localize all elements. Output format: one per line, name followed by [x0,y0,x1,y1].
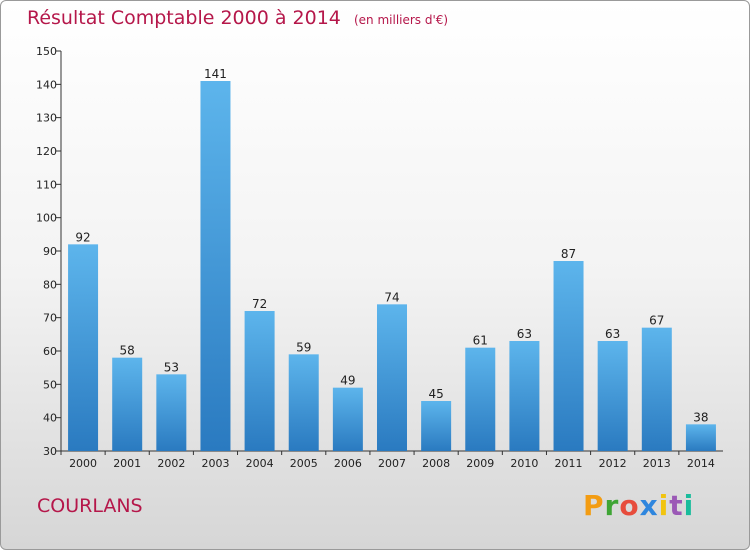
chart-title: Résultat Comptable 2000 à 2014 [27,7,341,29]
x-tick-label: 2011 [555,457,583,470]
logo-letter: o [619,489,640,522]
y-tick-label: 140 [36,78,57,91]
y-tick-label: 60 [43,345,57,358]
bar [685,424,716,451]
bar [641,327,672,451]
logo-letter: P [583,489,605,522]
x-tick-label: 2014 [687,457,715,470]
bar [244,311,275,451]
bar [288,354,319,451]
bar [68,244,99,451]
bar [509,341,540,451]
x-tick-label: 2001 [113,457,141,470]
logo-letter: r [604,489,620,522]
data-labels: 92 58 53 141 72 59 49 74 45 61 63 87 63 67 38 [75,67,708,424]
data-label: 63 [517,327,532,341]
data-label: 59 [296,340,311,354]
bar [553,261,584,451]
data-label: 67 [649,314,664,328]
x-tick-label: 2009 [466,457,494,470]
bar [200,81,231,451]
y-tick-label: 70 [43,312,57,325]
bar [332,387,363,451]
x-tick-label: 2006 [334,457,362,470]
x-tick-label: 2000 [69,457,97,470]
x-tick-label: 2004 [246,457,274,470]
y-tick-label: 40 [43,412,57,425]
bar [421,401,452,451]
chart-subtitle: (en milliers d'€) [353,13,449,27]
x-tick-label: 2008 [422,457,450,470]
y-tick-label: 30 [43,445,57,458]
data-label: 53 [164,360,179,374]
logo-letter: i [683,489,695,522]
logo-letter: i [658,489,670,522]
y-tick-label: 150 [36,45,57,58]
data-label: 45 [428,387,443,401]
chart-title-block: Résultat Comptable 2000 à 2014 (en milli… [27,7,448,29]
bar [156,374,187,451]
x-tick-label: 2002 [157,457,185,470]
y-tick-label: 90 [43,245,57,258]
data-label: 72 [252,297,267,311]
commune-name: COURLANS [37,495,143,517]
data-label: 58 [120,344,135,358]
y-tick-label: 130 [36,112,57,125]
data-label: 74 [384,290,399,304]
x-tick-label: 2013 [643,457,671,470]
logo-letter: t [669,489,684,522]
data-label: 87 [561,247,576,261]
data-label: 92 [75,230,90,244]
x-tick-label: 2010 [510,457,538,470]
data-label: 61 [473,334,488,348]
x-tick-label: 2012 [599,457,627,470]
y-tick-label: 50 [43,378,57,391]
bar [377,304,407,451]
x-tick-label: 2005 [290,457,318,470]
proxiti-logo[interactable]: Proxiti [583,489,694,522]
x-tick-label: 2003 [201,457,229,470]
data-label: 141 [204,67,227,81]
data-label: 63 [605,327,620,341]
logo-letter: x [639,489,659,522]
bar [112,357,143,451]
bar [597,341,628,451]
bar [465,347,496,451]
y-tick-label: 110 [36,178,57,191]
x-tick-label: 2007 [378,457,406,470]
bars [68,81,716,451]
data-label: 49 [340,374,355,388]
y-tick-label: 120 [36,145,57,158]
y-tick-label: 80 [43,278,57,291]
y-tick-label: 100 [36,212,57,225]
data-label: 38 [693,410,708,424]
